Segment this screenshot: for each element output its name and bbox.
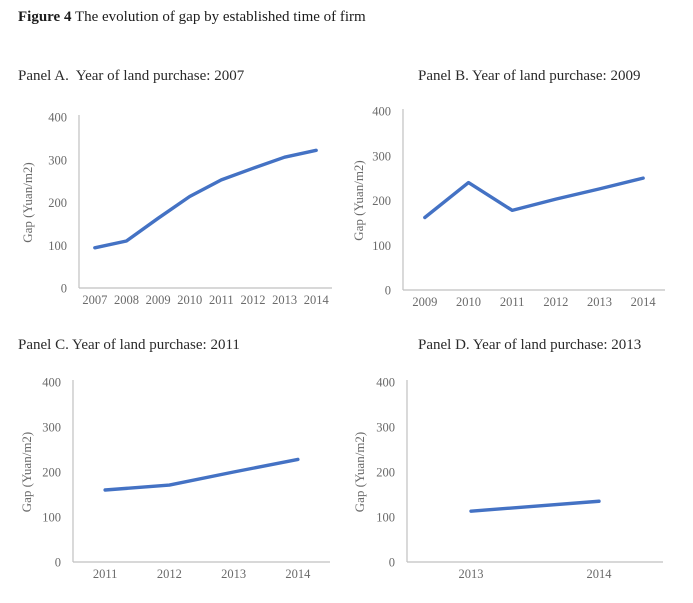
y-tick-label: 400 — [42, 376, 61, 390]
x-tick-label: 2013 — [587, 295, 612, 309]
y-axis-label: Gap (Yuan/m2) — [351, 160, 366, 241]
x-tick-label: 2012 — [543, 295, 568, 309]
figure-caption: The evolution of gap by established time… — [71, 9, 366, 25]
y-tick-label: 300 — [48, 153, 67, 167]
y-tick-label: 400 — [376, 376, 395, 390]
y-tick-label: 300 — [42, 421, 61, 435]
y-tick-label: 400 — [48, 111, 67, 125]
x-tick-label: 2011 — [93, 567, 118, 581]
y-axis-label: Gap (Yuan/m2) — [20, 162, 35, 243]
panel-b-title: Panel B. Year of land purchase: 2009 — [418, 68, 641, 84]
panel-a-title: Panel A. Year of land purchase: 2007 — [18, 68, 245, 84]
x-tick-label: 2011 — [209, 293, 234, 307]
panel-b-chart: 0 100 200 300 400 2009 2010 2011 2012 2013 2014 Gap… — [351, 105, 665, 309]
figure-number: Figure 4 — [18, 9, 72, 25]
y-tick-label: 200 — [372, 194, 391, 208]
panel-d-title: Panel D. Year of land purchase: 2013 — [418, 337, 642, 353]
y-tick-label: 200 — [48, 196, 67, 210]
y-tick-label: 300 — [376, 421, 395, 435]
x-tick-label: 2009 — [412, 295, 437, 309]
y-tick-label: 100 — [376, 511, 395, 525]
x-tick-label: 2013 — [272, 293, 297, 307]
y-tick-label: 400 — [372, 105, 391, 119]
panel-d-chart: 0 100 200 300 400 2013 2014 Gap (Yuan/m2) — [352, 376, 663, 581]
y-tick-label: 100 — [372, 239, 391, 253]
y-tick-label: 100 — [42, 511, 61, 525]
x-tick-label: 2009 — [146, 293, 171, 307]
x-tick-label: 2014 — [285, 567, 311, 581]
y-axis-label: Gap (Yuan/m2) — [352, 432, 367, 513]
panel-c-title: Panel C. Year of land purchase: 2011 — [18, 337, 240, 353]
y-tick-label: 100 — [48, 239, 67, 253]
y-tick-label: 0 — [389, 556, 395, 570]
y-tick-label: 200 — [42, 466, 61, 480]
x-tick-label: 2011 — [500, 295, 525, 309]
x-tick-label: 2010 — [456, 295, 481, 309]
data-line — [103, 457, 300, 492]
x-tick-label: 2007 — [82, 293, 107, 307]
x-tick-label: 2008 — [114, 293, 139, 307]
y-tick-label: 300 — [372, 149, 391, 163]
y-tick-label: 0 — [55, 556, 61, 570]
x-tick-label: 2014 — [587, 567, 613, 581]
y-tick-label: 0 — [61, 282, 67, 296]
y-tick-label: 200 — [376, 466, 395, 480]
figure-title: Figure 4 The evolution of gap by establi… — [18, 9, 366, 26]
x-tick-label: 2013 — [459, 567, 484, 581]
x-tick-label: 2013 — [221, 567, 246, 581]
data-line — [93, 148, 318, 250]
y-tick-label: 0 — [385, 284, 391, 298]
y-axis-label: Gap (Yuan/m2) — [19, 432, 34, 513]
data-line — [469, 499, 601, 513]
x-tick-label: 2012 — [240, 293, 265, 307]
x-tick-label: 2012 — [157, 567, 182, 581]
data-line — [423, 176, 645, 220]
x-tick-label: 2014 — [631, 295, 657, 309]
panel-c-chart: 0 100 200 300 400 2011 2012 2013 2014 Gap (Yuan/m… — [19, 376, 330, 581]
x-tick-label: 2010 — [177, 293, 202, 307]
x-tick-label: 2014 — [304, 293, 330, 307]
panel-a-chart: 0 100 200 300 400 2007 2008 2009 2010 2011 2012 201… — [20, 111, 332, 307]
